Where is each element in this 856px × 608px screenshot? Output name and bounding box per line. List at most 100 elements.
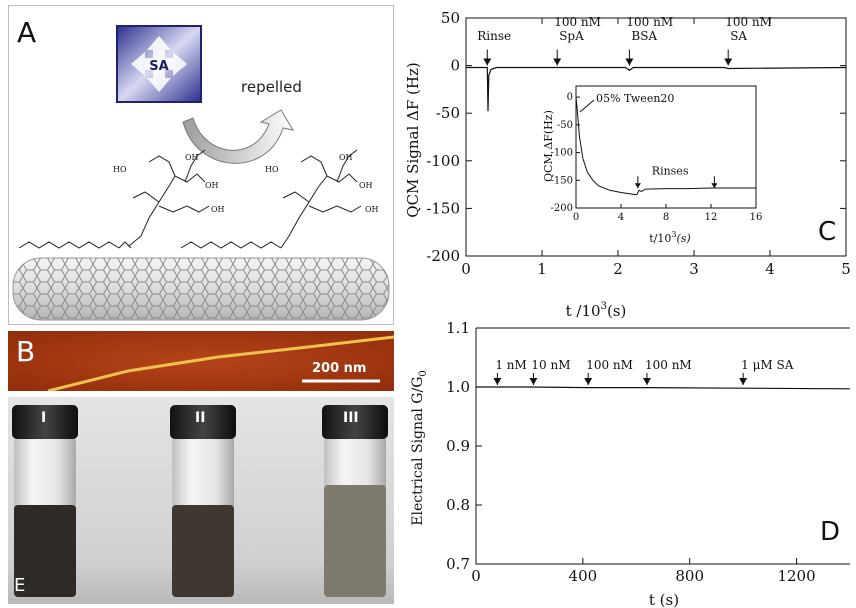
- x-tick-label: 1200: [777, 567, 815, 585]
- annotation-arrowhead: [553, 58, 562, 66]
- inset-x-tick-label: 16: [750, 212, 763, 223]
- chart-d-ylabel: Electrical Signal G/G0: [410, 370, 429, 526]
- vials-photo: [8, 397, 394, 604]
- x-tick-label: 5: [841, 260, 850, 278]
- chart-c-letter: C: [818, 217, 836, 247]
- annotation-label: Rinse: [477, 29, 511, 43]
- carbon-nanotube: [12, 257, 390, 321]
- chart-c-xlabel-unit: (s): [607, 302, 626, 320]
- annotation-arrowhead: [739, 378, 748, 385]
- y-tick-label: 0.9: [446, 437, 470, 455]
- annotation-arrowhead: [529, 378, 538, 385]
- annotation-arrowhead: [584, 378, 593, 385]
- annotation-label: 100 nM: [645, 358, 692, 372]
- y-tick-label: 0: [450, 57, 460, 75]
- nanotube-trace: [47, 335, 394, 391]
- inset-ylabel: QCM ΔF(Hz): [542, 110, 555, 182]
- annotation-label: 10 nM: [531, 358, 570, 372]
- y-tick-label: 1.0: [446, 378, 470, 396]
- inset-y-tick-label: 0: [567, 92, 573, 103]
- y-tick-label: -150: [426, 199, 460, 217]
- annotation-label: 100 nM: [586, 358, 633, 372]
- annotation-arrowhead: [642, 378, 651, 385]
- x-tick-label: 3: [689, 260, 699, 278]
- x-tick-label: 0: [471, 567, 481, 585]
- inset-rinses-label: Rinses: [652, 164, 689, 177]
- chart-d-ylabel-sub: 0: [418, 370, 429, 376]
- x-tick-label: 800: [675, 567, 704, 585]
- vial-1: [12, 405, 78, 597]
- vial-3: [322, 405, 388, 597]
- y-tick-label: 50: [441, 9, 460, 27]
- y-tick-label: 1.1: [446, 319, 470, 337]
- panel-e-letter: E: [14, 575, 26, 596]
- annotation-label-2: BSA: [631, 29, 657, 43]
- annotation-label-2: SpA: [559, 29, 584, 43]
- x-tick-label: 1: [537, 260, 547, 278]
- inset-y-tick-label: -150: [551, 175, 573, 186]
- afm-image: [8, 331, 394, 391]
- inset-rinse-arrowhead: [711, 183, 718, 189]
- chart-c-ylabel: QCM Signal ΔF (Hz): [404, 62, 422, 217]
- x-tick-label: 0: [461, 260, 471, 278]
- panel-a-letter: A: [17, 16, 37, 49]
- y-tick-label: 0.7: [446, 555, 470, 573]
- streptavidin-square: [116, 25, 202, 103]
- vial-2: [170, 405, 236, 597]
- inset-xlabel-sup: 3: [671, 230, 676, 239]
- chem-label: OH: [205, 181, 219, 190]
- inset-tween-arrow: [579, 99, 595, 113]
- inset-x-tick-label: 12: [705, 212, 718, 223]
- annotation-label: 100 nM: [725, 15, 772, 29]
- scale-bar-label: 200 nm: [312, 361, 367, 376]
- inset-x-tick-label: 8: [663, 212, 669, 223]
- annotation-arrowhead: [483, 58, 492, 66]
- inset-y-tick-label: -200: [551, 203, 573, 214]
- inset-xlabel-main: t/10: [649, 232, 671, 245]
- chart-c-frame: [465, 17, 847, 257]
- inset-x-tick-label: 0: [573, 212, 579, 223]
- chart-d-xlabel: t (s): [649, 591, 679, 608]
- annotation-arrowhead: [493, 378, 502, 385]
- panel-e-vials-photo: I II III E: [8, 397, 394, 604]
- vial-3-label: III: [343, 410, 359, 426]
- inset-y-tick-label: -50: [557, 120, 573, 131]
- chart-c-xlabel-main: t /10: [566, 302, 601, 320]
- qcm-series-line: [466, 66, 847, 112]
- panel-b-letter: B: [16, 335, 36, 368]
- chart-c-xlabel-sup: 3: [601, 301, 607, 312]
- vial-2-label: II: [195, 410, 206, 426]
- panel-a-schematic: A SA repelled: [8, 5, 394, 325]
- inset-rinse-arrowhead: [634, 183, 641, 189]
- electrical-series-line: [476, 386, 850, 390]
- schematic-drawing: SA repelled HO OH OH OH HO: [12, 25, 390, 321]
- y-tick-label: -200: [426, 247, 460, 265]
- chem-label: OH: [365, 205, 379, 214]
- sa-label: SA: [149, 59, 168, 74]
- x-tick-label: 400: [569, 567, 598, 585]
- chem-label: HO: [113, 165, 127, 174]
- chem-label: OH: [339, 153, 353, 162]
- inset-series-line: [575, 97, 756, 196]
- annotation-label: 1 μM SA: [741, 358, 794, 372]
- chem-label: OH: [211, 205, 225, 214]
- y-tick-label: -100: [426, 152, 460, 170]
- x-tick-label: 2: [613, 260, 623, 278]
- chart-d-letter: D: [820, 517, 840, 547]
- inset-xlabel-unit: (s): [676, 232, 690, 245]
- annotation-label: 100 nM: [554, 15, 601, 29]
- annotation-arrowhead: [724, 58, 733, 66]
- vial-1-label: I: [41, 410, 47, 426]
- chem-label: OH: [185, 153, 199, 162]
- annotation-label-2: SA: [730, 29, 747, 43]
- annotation-label: 1 nM: [495, 358, 526, 372]
- y-tick-label: 0.8: [446, 496, 470, 514]
- peg-chains: [18, 149, 362, 249]
- inset-tween-label: 05% Tween20: [596, 92, 674, 105]
- chart-d-ylabel-main: Electrical Signal G/G: [410, 377, 426, 526]
- inset-x-tick-label: 4: [618, 212, 624, 223]
- chart-c-inset: 0 4 8 12 16 0 -50 -100 -150 -200 05% Tween20 Rinse…: [542, 85, 763, 245]
- panel-b-afm-image: B 200 nm: [8, 331, 394, 391]
- x-tick-label: 4: [765, 260, 775, 278]
